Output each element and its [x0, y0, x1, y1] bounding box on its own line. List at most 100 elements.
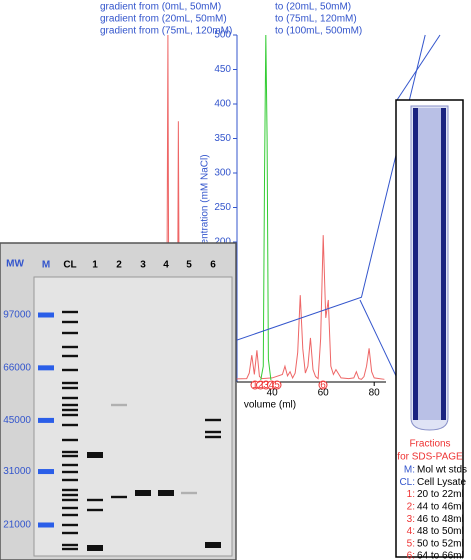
gel-band — [62, 354, 78, 358]
gel-band — [111, 495, 127, 499]
lane-label: CL — [63, 260, 76, 271]
x-tick-label: 40 — [267, 388, 279, 399]
gel-band — [62, 543, 78, 547]
gradient-legend: gradient from (20mL, 50mM) — [100, 14, 227, 25]
mw-label: 21000 — [3, 520, 31, 531]
gel-band — [205, 542, 221, 548]
gel-band — [62, 320, 78, 324]
legend-key: CL: — [399, 477, 415, 488]
column-wall — [441, 108, 446, 420]
gel-band — [62, 403, 78, 407]
mw-header: MW — [6, 259, 24, 270]
legend-text: 46 to 48ml — [417, 514, 464, 525]
fraction-label: 5 — [274, 380, 280, 391]
fraction-marker — [318, 380, 328, 390]
gel-band — [87, 545, 103, 551]
connector-line — [359, 299, 398, 379]
mw-label: 97000 — [3, 310, 31, 321]
column-wall — [413, 108, 418, 420]
gel-band — [87, 452, 103, 458]
fraction-label: 6 — [320, 380, 326, 391]
legend-text: 48 to 50ml — [417, 526, 464, 537]
legend-key: 6: — [407, 551, 415, 560]
series-line — [260, 34, 272, 381]
gradient-legend: to (100mL, 500mM) — [275, 26, 362, 37]
gel-band — [181, 491, 197, 495]
legend-text: 20 to 22ml — [417, 489, 464, 500]
fraction-label: 1 — [252, 380, 258, 391]
gel-band — [87, 498, 103, 502]
gel-band — [62, 368, 78, 372]
gel: MW M CL 1 2 3 4 5 6 97000 66000 45000 31000 21000 — [0, 242, 237, 560]
marker-band — [38, 469, 54, 475]
legend-title: Fractions — [409, 439, 450, 450]
legend-text: 44 to 46ml — [417, 502, 464, 513]
marker-band — [38, 312, 54, 318]
gel-band — [62, 463, 78, 467]
legend-key: 5: — [407, 538, 415, 549]
y-axis-title: concentration (mM NaCl) — [200, 154, 211, 265]
legend-key: 1: — [407, 489, 415, 500]
gel-band — [62, 310, 78, 314]
lane-label: 1 — [92, 260, 98, 271]
gel-band — [62, 498, 78, 502]
lane-label: 3 — [140, 260, 146, 271]
legend-key: 3: — [407, 514, 415, 525]
gel-band — [205, 418, 221, 422]
legend-text: Cell Lysate — [417, 477, 467, 488]
gel-band — [62, 531, 78, 535]
gel-band — [62, 381, 78, 385]
column-resin — [418, 108, 441, 420]
y-tick-label: 450 — [214, 64, 231, 75]
gel-band — [62, 408, 78, 412]
gel-band — [205, 435, 221, 439]
gradient-legend: gradient from (75mL, 120mM) — [100, 26, 232, 37]
x-tick-label: 60 — [318, 388, 330, 399]
legend-title: for SDS-PAGE — [397, 452, 463, 463]
y-tick-label: 200 — [214, 237, 231, 248]
y-tick-label: 300 — [214, 168, 231, 179]
gel-band — [62, 423, 78, 427]
y-tick-label: 400 — [214, 99, 231, 110]
lane-label: 5 — [186, 260, 192, 271]
legend-text: 50 to 52ml — [417, 538, 464, 549]
gradient-legend: to (75mL, 120mM) — [275, 14, 357, 25]
gel-band — [62, 454, 78, 458]
marker-band — [38, 365, 54, 371]
gel-band — [62, 523, 78, 527]
gel-band — [205, 430, 221, 434]
lane-label: M — [42, 260, 50, 271]
y-tick-label: 500 — [214, 30, 231, 41]
gel-band — [158, 490, 174, 496]
legend-text: 64 to 66ml — [417, 551, 464, 560]
gel-band — [62, 506, 78, 510]
gel-band — [62, 345, 78, 349]
gel-band — [87, 508, 103, 512]
gel-band — [62, 331, 78, 335]
fraction-label: 3 — [263, 380, 269, 391]
gel-band — [62, 438, 78, 442]
gel-band — [62, 493, 78, 497]
gel-band — [111, 403, 127, 407]
y-tick-label: 350 — [214, 133, 231, 144]
chromatogram: concentration (mM NaCl) volume (ml) grad… — [100, 2, 426, 411]
legend-key: M: — [404, 465, 415, 476]
gel-band — [62, 413, 78, 417]
lane-label: 4 — [163, 260, 169, 271]
gel-band — [62, 450, 78, 454]
mw-label: 31000 — [3, 466, 31, 477]
lane-label: 2 — [116, 260, 122, 271]
y-tick-label: 250 — [214, 202, 231, 213]
gel-panel — [33, 276, 233, 557]
gradient-legend: gradient from (0mL, 50mM) — [100, 2, 221, 13]
connectors — [359, 34, 441, 379]
x-axis-title: volume (ml) — [244, 400, 296, 411]
legend-text: Mol wt stds — [417, 465, 467, 476]
gel-band — [62, 488, 78, 492]
gel-band — [62, 513, 78, 517]
gel-band — [62, 547, 78, 551]
fraction-label: 4 — [269, 380, 275, 391]
legend-key: 2: — [407, 502, 415, 513]
